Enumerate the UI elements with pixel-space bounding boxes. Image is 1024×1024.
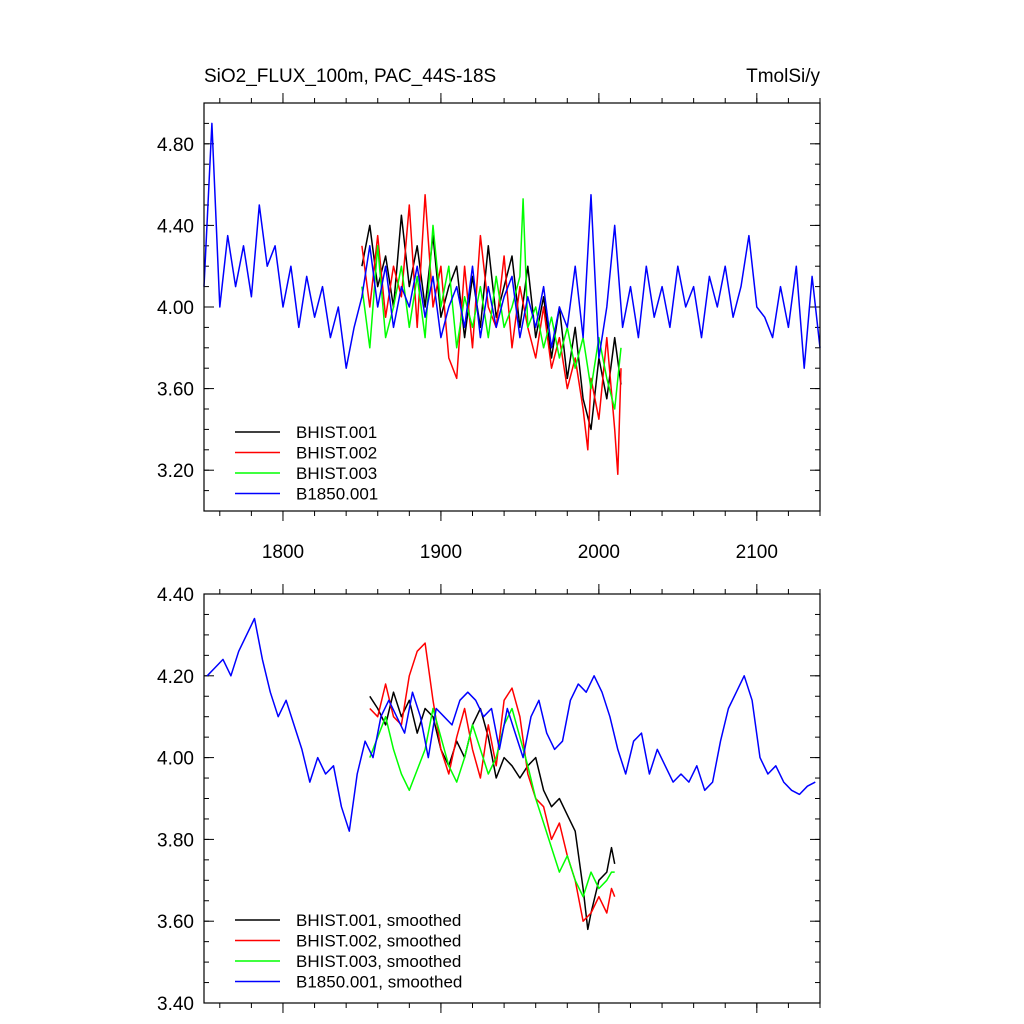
bottom-legend-label-0: BHIST.001, smoothed <box>296 911 461 930</box>
bottom-series-line-0 <box>369 691 616 931</box>
bottom-tick-group: 3.40 3.60 3.80 4.00 4.20 4.40 <box>157 584 821 1015</box>
top-ytick-label: 4.40 <box>157 216 194 237</box>
bottom-legend-label-1: BHIST.002, smoothed <box>296 932 461 951</box>
bottom-ytick-label: 3.60 <box>157 912 194 933</box>
top-series-line-1 <box>361 194 622 476</box>
top-series-group <box>203 122 821 476</box>
bottom-ytick-label: 3.80 <box>157 830 194 851</box>
bottom-ytick-label: 4.20 <box>157 667 194 688</box>
bottom-series-line-1 <box>369 642 616 922</box>
top-series-line-3 <box>203 122 821 369</box>
top-series-line-2 <box>361 198 622 410</box>
bottom-series-line-2 <box>369 707 615 898</box>
top-ytick-label: 4.00 <box>157 298 194 319</box>
top-ytick-label: 4.80 <box>157 135 194 156</box>
top-ytick-label: 3.20 <box>157 461 194 482</box>
bottom-ytick-label: 3.40 <box>157 994 194 1015</box>
top-chart-units: TmolSi/y <box>746 66 820 87</box>
top-xtick-label: 2000 <box>578 542 620 563</box>
top-tick-group: 3.20 3.60 4.00 4.40 4.80 1800 1900 2000 2100 <box>157 93 821 563</box>
top-panel: SiO2_FLUX_100m, PAC_44S-18S TmolSi/y 3.2… <box>157 66 821 563</box>
bottom-panel: 3.40 3.60 3.80 4.00 4.20 4.40 BHIST.001, smoo… <box>157 584 821 1015</box>
top-xtick-label: 2100 <box>736 542 778 563</box>
bottom-ytick-label: 4.40 <box>157 585 194 606</box>
top-legend-label-3: B1850.001 <box>296 485 378 504</box>
top-xtick-label: 1800 <box>262 542 304 563</box>
bottom-ytick-label: 4.00 <box>157 749 194 770</box>
top-legend-label-2: BHIST.003 <box>296 464 377 483</box>
top-chart-title: SiO2_FLUX_100m, PAC_44S-18S <box>204 66 496 87</box>
top-legend-label-0: BHIST.001 <box>296 423 377 442</box>
top-plot-frame <box>203 102 821 512</box>
top-xtick-label: 1900 <box>420 542 462 563</box>
bottom-plot-frame <box>203 593 821 1004</box>
bottom-legend-label-3: B1850.001, smoothed <box>296 973 462 992</box>
bottom-legend: BHIST.001, smoothed BHIST.002, smoothedBH… <box>235 911 462 992</box>
bottom-series-line-3 <box>206 617 816 832</box>
bottom-legend-label-2: BHIST.003, smoothed <box>296 952 461 971</box>
bottom-series-group <box>206 617 816 931</box>
top-ytick-label: 3.60 <box>157 380 194 401</box>
top-legend-label-1: BHIST.002 <box>296 444 377 463</box>
